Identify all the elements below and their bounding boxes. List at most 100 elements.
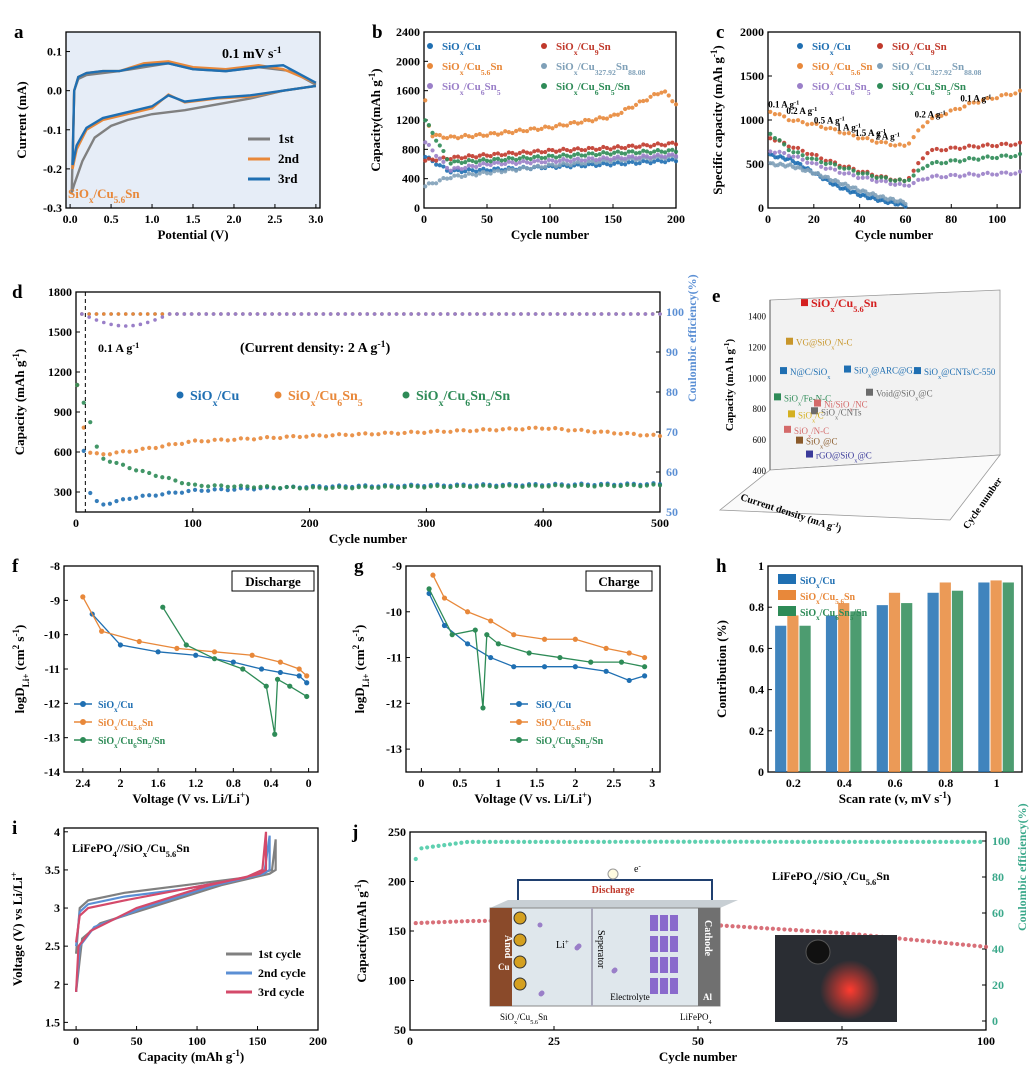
y-tick-label-c: 1500 bbox=[740, 69, 764, 83]
series-SiOx/Cu5.6Sn-point bbox=[673, 102, 679, 107]
series-SiOx/Cu6Sn5/Sn-point bbox=[823, 161, 828, 166]
series-SiOx/Cu5.6Sn-point bbox=[842, 131, 847, 136]
series-SiOx/Cu6Sn5/Sn-point bbox=[245, 484, 250, 489]
series-SiOx/Cu-point bbox=[304, 680, 310, 686]
legend-marker bbox=[427, 63, 433, 69]
series-SiOx/Cu5.6Sn-point bbox=[444, 135, 450, 141]
series-SiOx/Cu6Sn5-point bbox=[500, 427, 505, 432]
cathode-particle bbox=[650, 957, 658, 973]
x-tick-label-g: 1 bbox=[495, 776, 501, 790]
capacity-point bbox=[793, 928, 799, 933]
y2-tick-label-j: 40 bbox=[992, 942, 1004, 956]
series-SiOx/Cu bbox=[428, 593, 645, 682]
x-tick-label-j: 50 bbox=[692, 1034, 704, 1048]
series-SiOx/Cu6Sn5/Sn-point bbox=[540, 484, 545, 489]
lithium-ion-label: Li+ bbox=[556, 938, 569, 951]
series-SiOx/Cu6Sn5-point bbox=[659, 154, 664, 159]
series-SiOx/Cu6Sn5-point bbox=[631, 431, 636, 436]
data-point-N@C/SiOx bbox=[780, 367, 787, 375]
series-SiOx/Cu6Sn5/Sn-point bbox=[976, 157, 981, 162]
coulombic-efficiency-point bbox=[328, 312, 333, 316]
x-tick-label-g: 3 bbox=[649, 776, 655, 790]
series-SiOx/Cu-point bbox=[230, 659, 236, 665]
category-label: 0.4 bbox=[837, 776, 852, 790]
series-SiOx/Cu-point bbox=[88, 490, 93, 496]
series-SiOx/Cu6Sn5/Sn-point bbox=[107, 459, 113, 464]
panel-letter-f: f bbox=[12, 556, 19, 577]
anode-material-label: SiOx/Cu5.6Sn bbox=[500, 1012, 548, 1026]
legend-label: 2nd bbox=[278, 151, 300, 166]
x-tick-label-i: 200 bbox=[309, 1034, 327, 1048]
series-SiOx/Cu6Sn5/Sn-point bbox=[572, 152, 577, 157]
coulombic-efficiency-point bbox=[459, 840, 464, 845]
series-SiOx/Cu6Sn5/Sn-point bbox=[448, 161, 453, 166]
series-SiOx/Cu6Sn5/Sn bbox=[428, 588, 645, 708]
series-SiOx/Cu6Sn5-point bbox=[786, 153, 791, 158]
series-SiOx/Cu9Sn-point bbox=[795, 145, 801, 151]
panel-b: 0 50 100 150 20004008001200160020002400Cycle… bbox=[367, 22, 685, 242]
series-SiOx/Cu9Sn-point bbox=[999, 141, 1004, 147]
series-SiOx/Cu6Sn5-point bbox=[980, 171, 986, 177]
series-SiOx/Cu6Sn5-point bbox=[395, 431, 401, 436]
y-axis-label-d: Capacity (mAh g-1) bbox=[11, 349, 27, 456]
coulombic-efficiency-point bbox=[698, 839, 703, 844]
series-SiOx/Cu6Sn5-point bbox=[448, 168, 453, 173]
y-axis-label-c: Specific capacity (mAh g-1) bbox=[709, 45, 725, 194]
coulombic-efficiency-point bbox=[614, 312, 618, 316]
series-SiOx/Cu5.6Sn-point bbox=[902, 143, 907, 148]
coulombic-efficiency-point bbox=[211, 312, 216, 316]
title-box bbox=[231, 570, 315, 592]
series-SiOx/Cu6Sn5/Sn-point bbox=[557, 654, 563, 661]
legend-marker bbox=[877, 63, 883, 69]
series-SiOx/Cu6Sn5-point bbox=[470, 163, 475, 169]
coulombic-efficiency-point bbox=[464, 839, 470, 845]
floor bbox=[718, 454, 1001, 521]
series-SiOx/Cu6Sn5/Sn-point bbox=[837, 165, 842, 170]
capacity-point bbox=[972, 943, 977, 948]
series-SiOx/Cu6Sn5/Sn-point bbox=[206, 484, 211, 489]
series-SiOx/Cu9Sn-point bbox=[1004, 141, 1009, 146]
rate-annotation: 0.2 A g-1 bbox=[915, 109, 946, 120]
series-SiOx/Cu6Sn5/Sn-point bbox=[409, 483, 414, 489]
series-SiOx/Cu6Sn5-point bbox=[626, 154, 631, 159]
legend-label: SiOx/Cu6Sn5/Sn bbox=[892, 81, 966, 97]
series-SiOx/Cu6Sn5/Sn-point bbox=[860, 171, 865, 176]
series-SiOx/Cu6Sn5/Sn-point bbox=[572, 483, 577, 488]
x-axis-label-b: Cycle number bbox=[511, 227, 590, 242]
series-SiOx/Cu6Sn5-point bbox=[579, 427, 584, 432]
series-SiOx/Cu6Sn5-point bbox=[971, 172, 976, 177]
series-SiOx/Cu5.6Sn-point bbox=[495, 132, 501, 137]
series-SiOx/Cu327.92Sn88.08-point bbox=[430, 181, 435, 186]
series-SiOx/Cu6Sn5/Sn-point bbox=[869, 173, 875, 179]
series-SiOx/Cu9Sn-point bbox=[990, 143, 995, 149]
series-SiOx/Cu6Sn5/Sn-point bbox=[480, 705, 486, 711]
x-tick-label-j: 25 bbox=[548, 1034, 560, 1048]
series-SiOx/Cu-point bbox=[155, 649, 161, 655]
series-SiOx/Cu6Sn5/Sn-point bbox=[287, 683, 293, 689]
legend-marker bbox=[427, 83, 433, 89]
series-SiOx/Cu6Sn5-point bbox=[81, 425, 86, 430]
legend-label: SiOx/Cu6Sn5 bbox=[288, 389, 363, 409]
series-SiOx/Cu6Sn5/Sn-point bbox=[561, 152, 566, 157]
series-SiOx/Cu327.92Sn88.08-point bbox=[543, 164, 548, 170]
coulombic-efficiency-point bbox=[197, 312, 201, 316]
coulombic-efficiency-point bbox=[219, 312, 223, 316]
capacity-point bbox=[753, 925, 758, 930]
series-SiOx/Cu6Sn5/Sn-point bbox=[805, 156, 810, 161]
coulombic-efficiency-point bbox=[563, 312, 567, 316]
coulombic-efficiency-point bbox=[647, 839, 652, 844]
y-tick-label-e: 1400 bbox=[748, 311, 767, 321]
series-SiOx/Cu5.6Sn-point bbox=[948, 108, 953, 113]
series-SiOx/Cu6Sn5-point bbox=[441, 429, 446, 434]
x-tick-label-a: 0.0 bbox=[63, 212, 78, 226]
series-SiOx/Cu327.92Sn88.08-point bbox=[557, 162, 562, 168]
capacity-point bbox=[782, 927, 787, 932]
coulombic-efficiency-point bbox=[767, 839, 772, 844]
al-label: Al bbox=[703, 992, 712, 1002]
capacity-point bbox=[453, 919, 459, 924]
y-tick-label-h: 0.6 bbox=[749, 641, 764, 655]
coulombic-efficiency-point bbox=[321, 312, 326, 316]
title-box bbox=[585, 570, 653, 592]
coulombic-efficiency-point bbox=[556, 839, 561, 844]
legend-label: SiOx/Cu6Sn5/Sn bbox=[536, 736, 604, 750]
